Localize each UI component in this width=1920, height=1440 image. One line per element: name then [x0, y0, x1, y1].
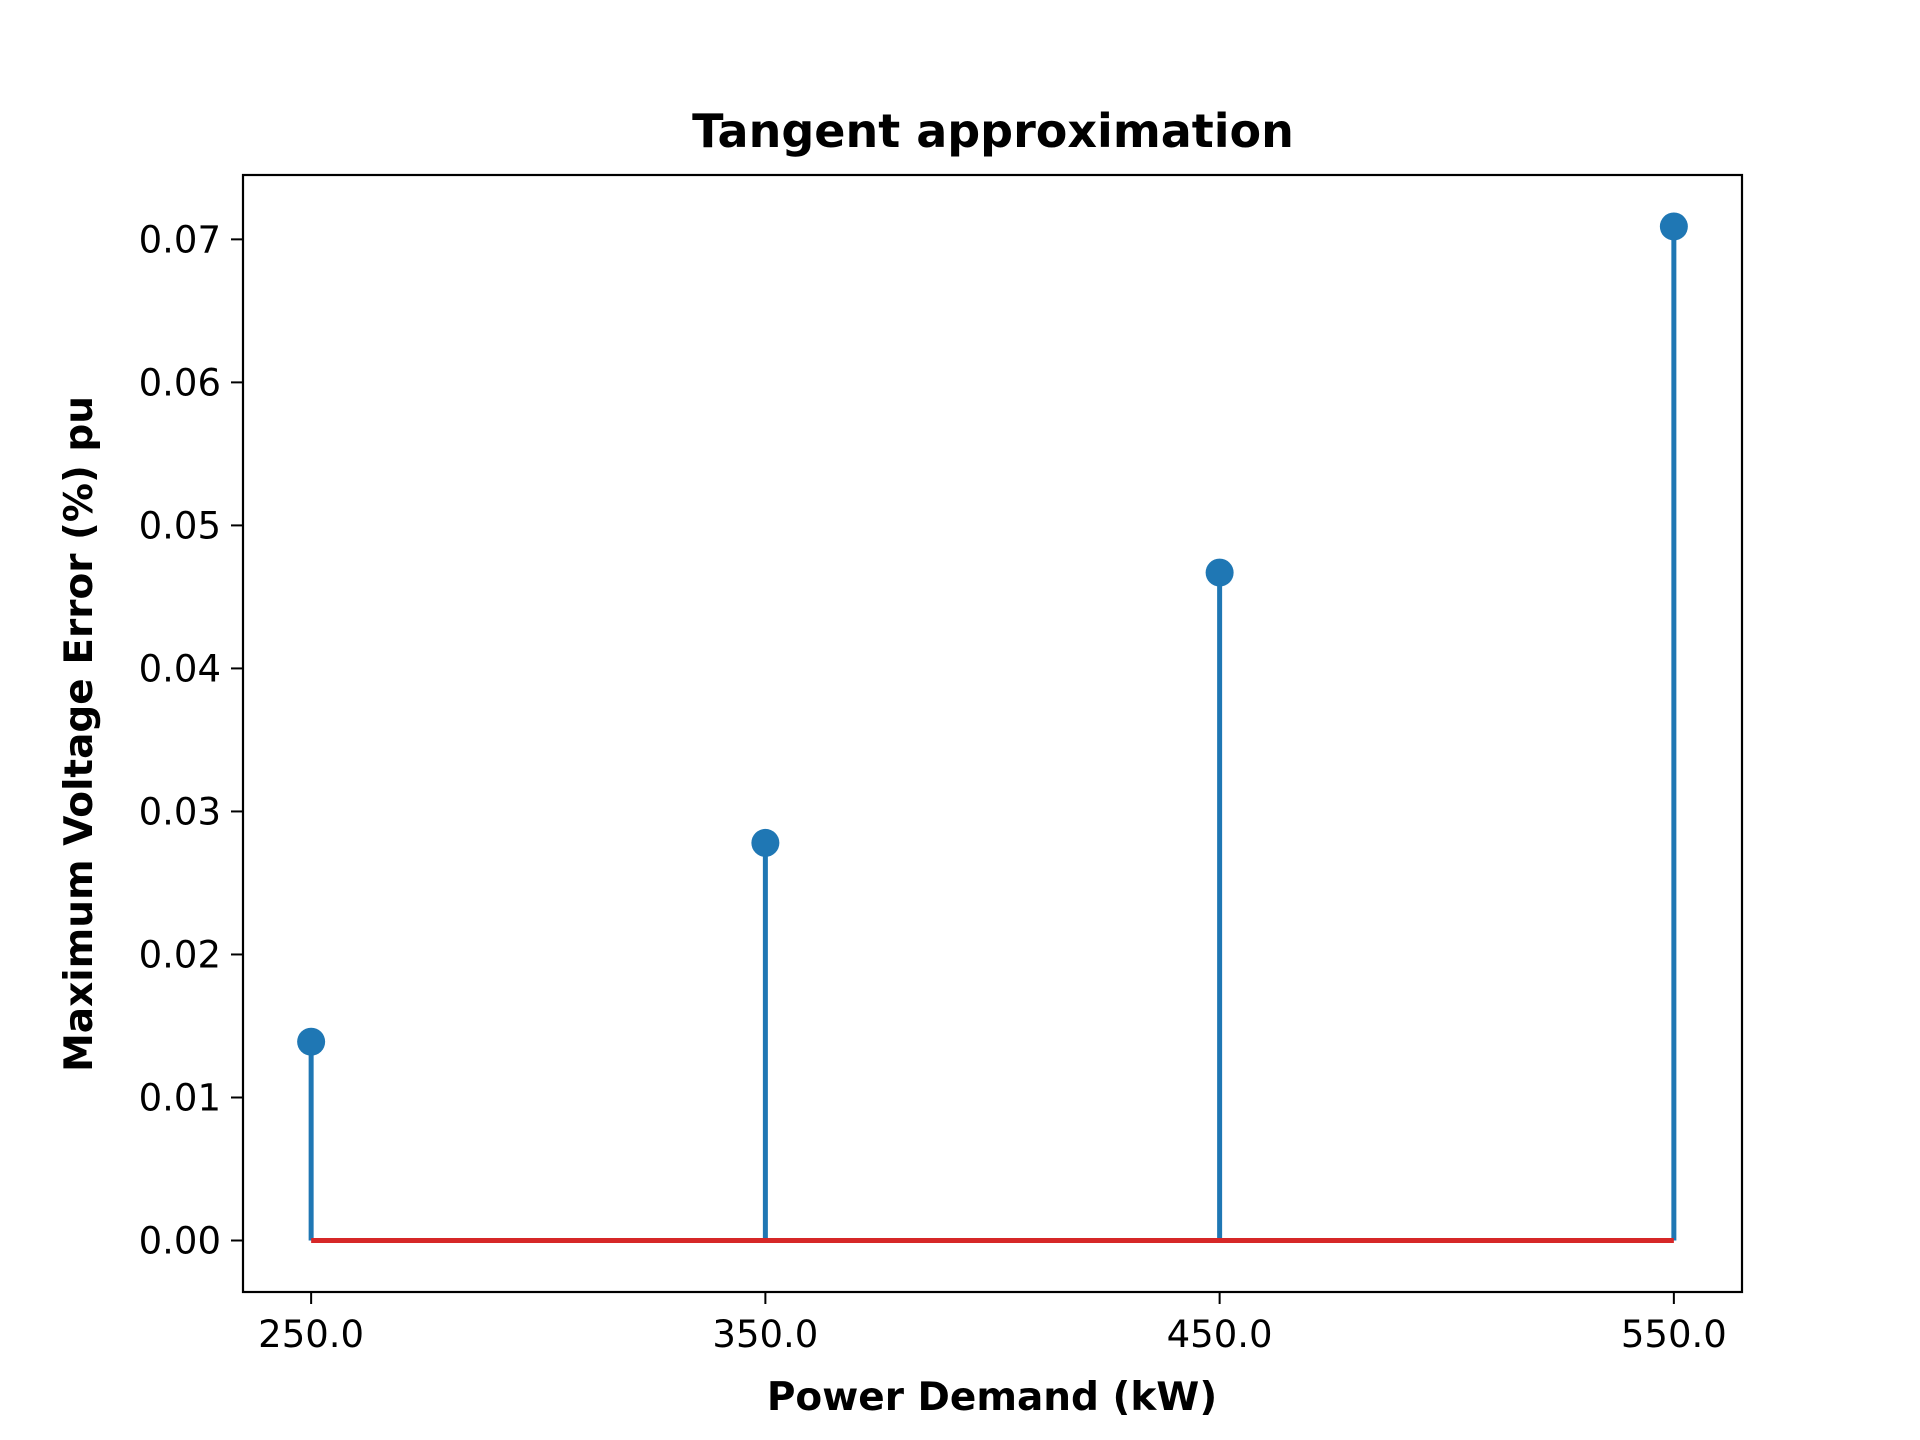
x-axis-ticks: 250.0 350.0 450.0 550.0	[258, 1292, 1727, 1356]
y-axis-ticks: 0.00 0.01 0.02 0.03 0.04 0.05 0.06 0.07	[139, 218, 243, 1263]
x-axis-label: Power Demand (kW)	[767, 1375, 1217, 1420]
y-tick-label: 0.03	[139, 790, 221, 833]
x-tick-label: 550.0	[1621, 1313, 1727, 1356]
stem-marker	[297, 1027, 326, 1056]
y-tick-label: 0.07	[139, 218, 221, 261]
stem-marker	[1659, 212, 1688, 241]
x-tick-label: 350.0	[712, 1313, 818, 1356]
y-tick-label: 0.02	[139, 933, 221, 976]
y-tick-label: 0.04	[139, 647, 221, 690]
stem-marker	[1205, 558, 1234, 587]
chart-title: Tangent approximation	[692, 104, 1294, 158]
y-tick-label: 0.06	[139, 361, 221, 404]
y-tick-label: 0.00	[139, 1220, 221, 1263]
x-tick-label: 450.0	[1167, 1313, 1273, 1356]
stems	[308, 226, 1677, 1241]
markers	[297, 212, 1688, 1056]
y-axis-label: Maximum Voltage Error (%) pu	[57, 396, 102, 1072]
y-tick-label: 0.05	[139, 504, 221, 547]
plot-frame	[241, 173, 1744, 1294]
y-tick-label: 0.01	[139, 1076, 221, 1119]
x-tick-label: 250.0	[258, 1313, 364, 1356]
stem-marker	[751, 828, 780, 857]
